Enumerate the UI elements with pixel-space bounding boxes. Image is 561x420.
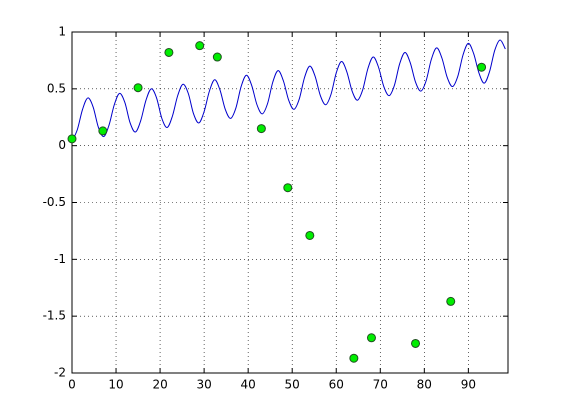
y-tick-label: -1.5 bbox=[43, 309, 66, 323]
x-tick-label: 50 bbox=[285, 378, 300, 392]
data-point bbox=[446, 296, 456, 306]
y-tick-label: 0 bbox=[58, 138, 66, 152]
data-point bbox=[212, 52, 222, 62]
data-line bbox=[71, 39, 506, 142]
x-tick-label: 20 bbox=[152, 378, 167, 392]
data-point bbox=[349, 353, 359, 363]
x-tick-label: 90 bbox=[461, 378, 476, 392]
data-point bbox=[98, 126, 108, 136]
data-point bbox=[283, 183, 293, 193]
plot-area bbox=[71, 31, 509, 374]
x-tick-label: 70 bbox=[373, 378, 388, 392]
x-tick-label: 0 bbox=[68, 378, 76, 392]
y-tick-label: -1 bbox=[54, 252, 66, 266]
data-point bbox=[366, 333, 376, 343]
data-point bbox=[411, 338, 421, 348]
data-point bbox=[195, 41, 205, 51]
x-tick-label: 30 bbox=[196, 378, 211, 392]
y-tick-label: -2 bbox=[54, 366, 66, 380]
data-point bbox=[164, 47, 174, 57]
y-tick-label: 0.5 bbox=[47, 81, 66, 95]
data-point bbox=[133, 83, 143, 93]
x-tick-label: 60 bbox=[329, 378, 344, 392]
x-tick-label: 40 bbox=[241, 378, 256, 392]
x-tick-label: 10 bbox=[108, 378, 123, 392]
data-point bbox=[67, 134, 77, 144]
x-tick-label: 80 bbox=[417, 378, 432, 392]
y-tick-label: 1 bbox=[58, 25, 66, 39]
data-point bbox=[256, 124, 266, 134]
data-point bbox=[477, 62, 487, 72]
data-point bbox=[305, 230, 315, 240]
y-tick-label: -0.5 bbox=[43, 195, 66, 209]
